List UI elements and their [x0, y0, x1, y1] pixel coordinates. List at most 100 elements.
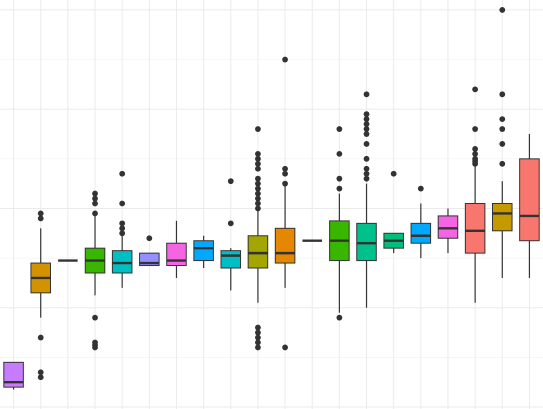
- outlier-point: [37, 215, 44, 222]
- outlier-point: [255, 185, 261, 192]
- box-body: [274, 227, 296, 264]
- outlier-point: [336, 314, 343, 321]
- box-body: [519, 158, 540, 242]
- box-body: [193, 240, 214, 262]
- outlier-point: [37, 210, 44, 217]
- outlier-point: [363, 165, 370, 172]
- box-19: [492, 7, 513, 278]
- outlier-point: [119, 220, 126, 227]
- box-7: [166, 220, 187, 278]
- outlier-point: [282, 180, 288, 187]
- box-2: [30, 210, 51, 381]
- outlier-point: [336, 185, 343, 192]
- outlier-point: [282, 344, 288, 351]
- outlier-point: [336, 126, 343, 132]
- outlier-point: [363, 126, 370, 132]
- outlier-point: [363, 91, 370, 98]
- outlier-point: [255, 126, 261, 132]
- outlier-point: [417, 185, 424, 192]
- box-9: [220, 178, 242, 291]
- box-17: [437, 208, 459, 254]
- box-4: [84, 190, 106, 351]
- outlier-point: [255, 334, 261, 341]
- outlier-point: [499, 126, 506, 132]
- outlier-point: [255, 180, 261, 187]
- outlier-point: [92, 314, 98, 321]
- outlier-point: [255, 344, 261, 351]
- outlier-point: [255, 175, 261, 182]
- outlier-point: [255, 339, 261, 346]
- outlier-point: [146, 235, 153, 242]
- outlier-point: [255, 205, 261, 212]
- box-6: [139, 235, 160, 267]
- box-body: [3, 361, 24, 388]
- outlier-point: [363, 121, 370, 127]
- outlier-point: [92, 190, 98, 197]
- outlier-point: [255, 150, 261, 157]
- outlier-point: [363, 116, 370, 123]
- outlier-point: [227, 220, 234, 227]
- box-body: [410, 222, 432, 244]
- boxes: [3, 7, 540, 390]
- outlier-point: [282, 170, 288, 177]
- box-body: [166, 242, 187, 267]
- outlier-point: [37, 334, 44, 341]
- outlier-point: [472, 86, 479, 93]
- box-14: [356, 91, 377, 308]
- box-13: [329, 126, 350, 321]
- outlier-point: [336, 150, 343, 157]
- box-1: [3, 361, 24, 390]
- outlier-point: [363, 131, 370, 137]
- outlier-point: [472, 146, 479, 152]
- box-body: [356, 222, 377, 262]
- box-8: [193, 235, 214, 269]
- outlier-point: [282, 165, 288, 172]
- box-body: [492, 203, 513, 232]
- outlier-point: [499, 160, 506, 167]
- outlier-point: [255, 190, 261, 197]
- outlier-point: [255, 200, 261, 207]
- outlier-point: [363, 155, 370, 162]
- outlier-point: [92, 195, 98, 202]
- outlier-point: [499, 141, 506, 147]
- box-5: [111, 170, 133, 288]
- box-18: [464, 86, 486, 303]
- outlier-point: [363, 111, 370, 118]
- box-10: [247, 126, 269, 351]
- box-body: [220, 250, 242, 269]
- outlier-point: [119, 225, 126, 232]
- outlier-point: [92, 210, 98, 217]
- outlier-point: [472, 150, 479, 157]
- outlier-point: [363, 141, 370, 147]
- outlier-point: [282, 56, 288, 63]
- outlier-point: [363, 170, 370, 177]
- box-16: [410, 185, 432, 259]
- box-11: [274, 56, 296, 351]
- outlier-point: [472, 126, 479, 132]
- box-body: [247, 235, 269, 269]
- outlier-point: [37, 369, 44, 376]
- outlier-point: [227, 178, 234, 185]
- outlier-point: [499, 116, 506, 123]
- outlier-point: [37, 374, 44, 381]
- outlier-point: [472, 160, 479, 167]
- outlier-point: [119, 170, 126, 177]
- outlier-point: [92, 344, 98, 351]
- outlier-point: [499, 91, 506, 98]
- outlier-point: [336, 175, 343, 182]
- box-body: [111, 250, 133, 274]
- outlier-point: [119, 230, 126, 237]
- outlier-point: [390, 170, 397, 177]
- outlier-point: [255, 195, 261, 202]
- outlier-point: [119, 200, 126, 207]
- outlier-point: [255, 329, 261, 336]
- outlier-point: [92, 200, 98, 207]
- outlier-point: [363, 175, 370, 182]
- outlier-point: [255, 165, 261, 172]
- box-body: [464, 203, 486, 254]
- outlier-point: [255, 160, 261, 167]
- box-15: [383, 170, 404, 254]
- outlier-point: [499, 7, 506, 13]
